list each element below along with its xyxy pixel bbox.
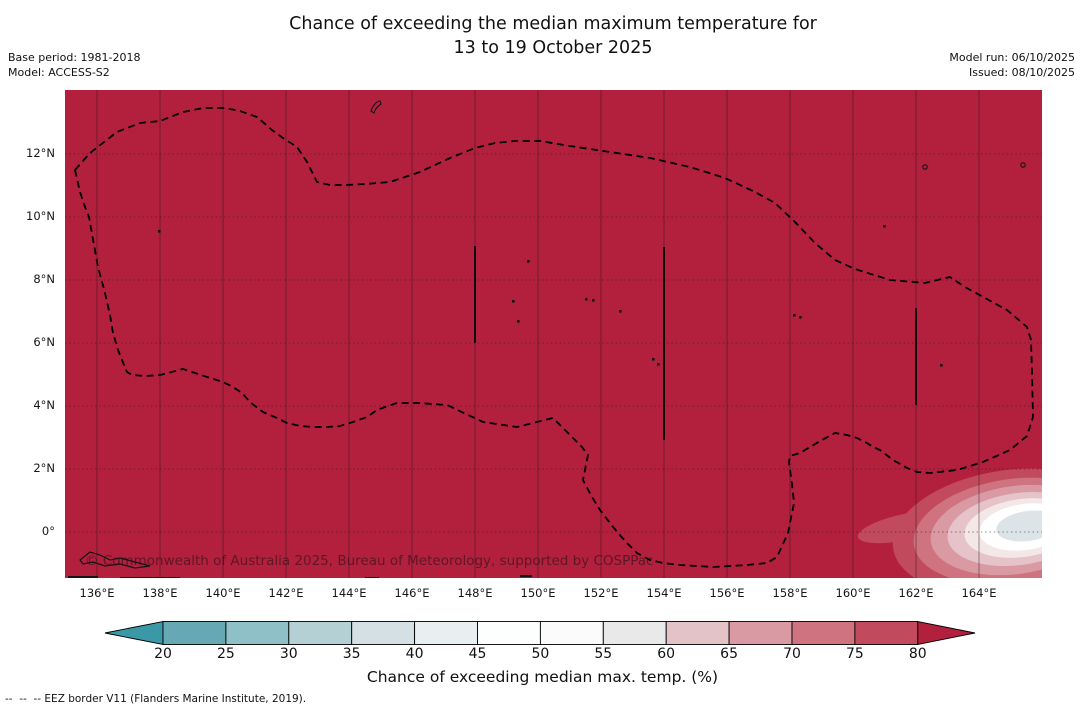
island-marker <box>883 225 886 228</box>
longitude-tick-label: 148°E <box>457 586 493 600</box>
colorbar-segment <box>351 621 416 645</box>
colorbar-tick-label: 55 <box>594 646 613 662</box>
colorbar-segment <box>665 621 730 645</box>
island-marker <box>657 363 660 366</box>
island-marker <box>799 316 802 319</box>
latitude-tick-label: 10°N <box>26 209 55 223</box>
base-period-label: Base period: 1981-2018 <box>8 51 141 64</box>
colorbar-tick-label: 70 <box>783 646 801 662</box>
map-field-fill <box>65 90 1042 578</box>
island-marker <box>512 300 515 303</box>
figure-title-line1: Chance of exceeding the median maximum t… <box>289 14 817 34</box>
colorbar <box>0 616 1085 666</box>
eez-legend: -- -- -- EEZ border V11 (Flanders Marine… <box>5 693 306 705</box>
figure-title-line2: 13 to 19 October 2025 <box>453 38 653 58</box>
atoll-ring-marker <box>922 164 928 170</box>
eez-border-path <box>74 107 1034 568</box>
model-label: Model: ACCESS-S2 <box>8 66 110 79</box>
coastline-island-outline <box>79 551 151 569</box>
latitude-tick-label: 6°N <box>33 335 55 349</box>
colorbar-segment <box>539 621 604 645</box>
island-marker <box>585 298 588 301</box>
longitude-tick-label: 160°E <box>835 586 871 600</box>
colorbar-left-arrow <box>104 620 164 646</box>
colorbar-segment <box>791 621 856 645</box>
longitude-tick-label: 136°E <box>79 586 115 600</box>
colorbar-tick-label: 25 <box>216 646 235 662</box>
latitude-tick-label: 4°N <box>33 398 55 412</box>
island-marker <box>619 310 622 313</box>
colorbar-tick-label: 75 <box>845 646 864 662</box>
island-marker <box>517 320 520 323</box>
map-canvas: © Commonwealth of Australia 2025, Bureau… <box>65 90 1042 578</box>
latitude-tick-label: 0° <box>41 524 55 538</box>
colorbar-tick-label: 20 <box>154 646 172 662</box>
longitude-tick-label: 144°E <box>331 586 367 600</box>
meta-right-block: Model run: 06/10/2025 Issued: 08/10/2025 <box>949 50 1075 80</box>
colorbar-gradient <box>104 620 976 646</box>
contour-band <box>996 510 1042 542</box>
island-marker <box>527 260 530 263</box>
atoll-ring-marker <box>1020 162 1026 168</box>
island-marker <box>793 314 796 317</box>
colorbar-tick-label: 35 <box>342 646 361 662</box>
eez-legend-symbol: -- -- -- <box>5 693 45 705</box>
coastline-segment <box>68 576 98 578</box>
issued-label: Issued: 08/10/2025 <box>968 66 1075 79</box>
island-marker <box>592 299 595 302</box>
colorbar-segment <box>477 621 541 645</box>
longitude-tick-label: 142°E <box>268 586 304 600</box>
latitude-tick-label: 8°N <box>33 272 55 286</box>
coastline-segment <box>120 577 180 578</box>
longitude-axis: 136°E 138°E 140°E 142°E 144°E 146°E 148°E 150°E… <box>65 586 1042 604</box>
island-marker <box>158 230 161 233</box>
colorbar-segment <box>728 621 793 645</box>
longitude-tick-label: 138°E <box>142 586 178 600</box>
colorbar-tick-label: 30 <box>279 646 298 662</box>
longitude-tick-label: 162°E <box>898 586 934 600</box>
guam-island-outline <box>370 100 382 114</box>
colorbar-segment <box>854 621 919 645</box>
colorbar-segment <box>225 621 290 645</box>
island-marker <box>940 364 943 367</box>
colorbar-tick-label: 65 <box>720 646 739 662</box>
colorbar-tick-label: 80 <box>908 646 927 662</box>
eez-legend-text: EEZ border V11 (Flanders Marine Institut… <box>44 693 307 705</box>
longitude-tick-label: 164°E <box>961 586 997 600</box>
colorbar-right-arrow <box>917 620 976 646</box>
island-marker <box>652 358 655 361</box>
coastline-segment <box>365 577 379 578</box>
longitude-tick-label: 150°E <box>520 586 556 600</box>
coastline-segment <box>520 575 532 578</box>
longitude-tick-label: 154°E <box>646 586 682 600</box>
longitude-tick-label: 156°E <box>709 586 745 600</box>
map-layers <box>65 90 1042 578</box>
latitude-tick-label: 12°N <box>26 146 55 160</box>
colorbar-segment <box>162 621 227 645</box>
colorbar-tick-label: 45 <box>468 646 487 662</box>
colorbar-tick-label: 60 <box>657 646 676 662</box>
colorbar-tick-label: 50 <box>531 646 550 662</box>
colorbar-segment <box>414 621 478 645</box>
longitude-tick-label: 158°E <box>772 586 808 600</box>
meta-left-block: Base period: 1981-2018 Model: ACCESS-S2 <box>8 50 140 80</box>
longitude-tick-label: 152°E <box>583 586 619 600</box>
colorbar-segment <box>602 621 667 645</box>
latitude-tick-label: 2°N <box>33 461 55 475</box>
longitude-tick-label: 140°E <box>205 586 241 600</box>
copyright-watermark: © Commonwealth of Australia 2025, Bureau… <box>85 553 654 569</box>
colorbar-segment <box>288 621 353 645</box>
longitude-tick-label: 146°E <box>394 586 430 600</box>
colorbar-title: Chance of exceeding median max. temp. (%… <box>366 668 719 686</box>
model-run-label: Model run: 06/10/2025 <box>949 51 1075 64</box>
colorbar-tick-label: 40 <box>405 646 424 662</box>
